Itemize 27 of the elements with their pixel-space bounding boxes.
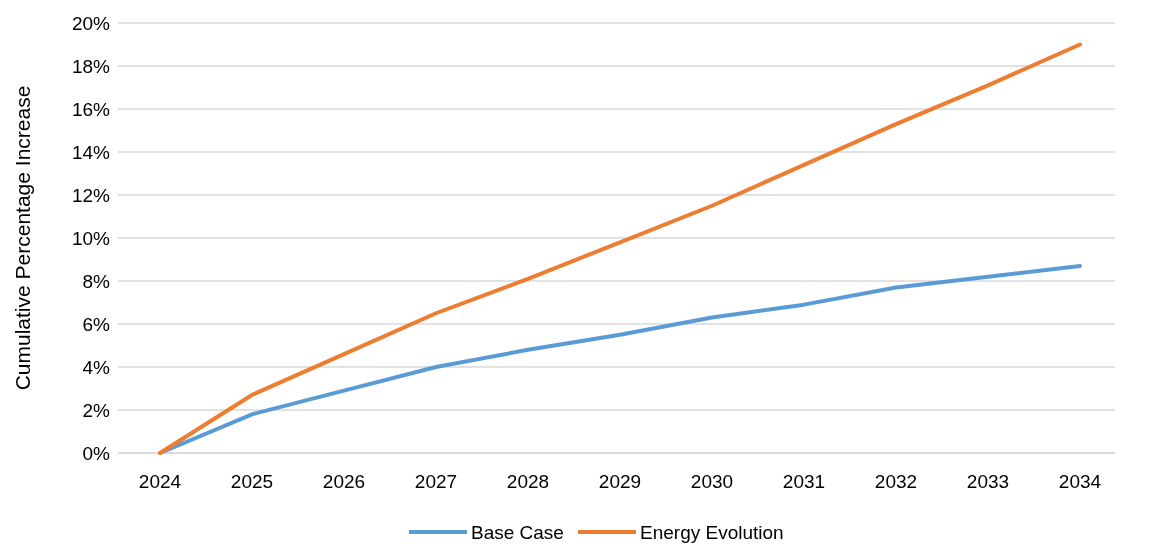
y-tick-label: 10% xyxy=(71,227,111,249)
x-tick-label: 2032 xyxy=(874,471,918,492)
x-tick-label: 2028 xyxy=(506,471,550,492)
y-tick-label: 8% xyxy=(82,270,111,292)
x-tick-label: 2031 xyxy=(782,471,826,492)
x-tick-label: 2034 xyxy=(1058,471,1102,492)
x-tick-label: 2025 xyxy=(230,471,274,492)
x-tick-label: 2029 xyxy=(598,471,642,492)
y-tick-label: 12% xyxy=(71,184,111,206)
x-tick-label: 2026 xyxy=(322,471,366,492)
x-tick-label: 2030 xyxy=(690,471,734,492)
line-series xyxy=(158,263,1082,455)
line-series xyxy=(158,42,1082,455)
y-tick-label: 2% xyxy=(82,399,111,421)
legend-label: Base Case xyxy=(471,521,564,543)
x-tick-label: 2024 xyxy=(138,471,182,492)
legend-label: Energy Evolution xyxy=(640,521,784,543)
y-axis-title: Cumulative Percentage Increase xyxy=(11,85,34,391)
y-tick-label: 6% xyxy=(82,313,111,335)
y-tick-label: 18% xyxy=(71,55,111,77)
y-tick-label: 14% xyxy=(71,141,111,163)
y-tick-label: 16% xyxy=(71,98,111,120)
x-tick-label: 2033 xyxy=(966,471,1010,492)
x-tick-label: 2027 xyxy=(414,471,458,492)
y-tick-label: 0% xyxy=(82,442,111,464)
y-tick-label: 20% xyxy=(71,12,111,34)
y-tick-label: 4% xyxy=(82,356,111,378)
